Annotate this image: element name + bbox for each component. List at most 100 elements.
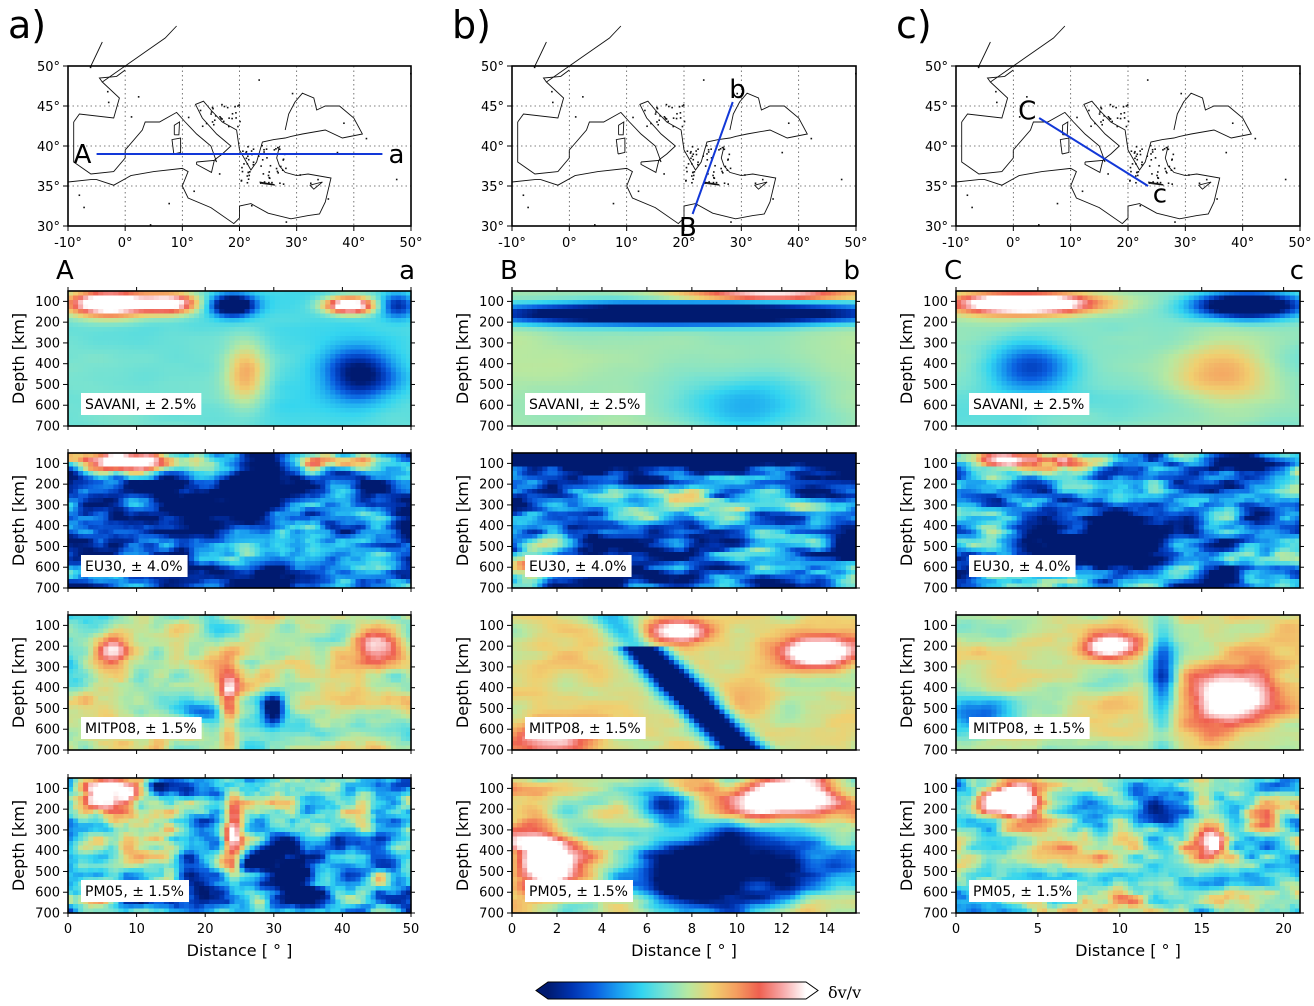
field-cell [128, 390, 135, 396]
field-cell [68, 543, 74, 549]
field-cell [68, 394, 74, 400]
field-cell [163, 417, 170, 423]
field-cell [340, 394, 347, 400]
field-cell [93, 502, 99, 508]
field-cell [143, 372, 150, 378]
field-cell [133, 498, 140, 504]
field-cell [73, 408, 79, 414]
field-cell [340, 291, 347, 297]
field-cell [395, 403, 402, 409]
field-cell [153, 345, 160, 351]
field-cell [325, 511, 331, 517]
field-cell [98, 493, 104, 499]
field-cell [93, 552, 99, 558]
field-cell [173, 493, 180, 499]
field-cell [395, 511, 402, 517]
field-cell [178, 295, 185, 301]
field-cell [158, 340, 165, 346]
field-cell [305, 340, 311, 346]
field-cell [365, 354, 372, 360]
field-cell [148, 538, 155, 544]
field-cell [123, 349, 130, 355]
field-cell [330, 538, 336, 544]
field-cell [269, 570, 276, 576]
field-cell [254, 570, 261, 576]
field-cell [229, 516, 236, 522]
field-cell [405, 619, 411, 625]
field-cell [284, 471, 291, 477]
island [1154, 157, 1157, 159]
field-cell [98, 309, 104, 315]
field-cell [78, 466, 84, 472]
field-cell [138, 390, 145, 396]
field-cell [153, 498, 160, 504]
field-cell [340, 570, 347, 576]
field-cell [194, 381, 200, 387]
field-cell [103, 291, 109, 297]
field-cell [400, 520, 407, 526]
field-cell [259, 421, 266, 426]
field-cell [123, 295, 130, 301]
field-cell [234, 385, 241, 391]
field-cell [315, 403, 321, 409]
island [1125, 105, 1128, 107]
field-cell [284, 291, 291, 297]
island [1151, 151, 1154, 153]
field-cell [315, 313, 321, 319]
field-cell [214, 421, 220, 426]
field-cell [254, 345, 261, 351]
field-cell [345, 349, 352, 355]
field-cell [88, 300, 94, 306]
field-cell [219, 538, 225, 544]
field-cell [320, 408, 326, 414]
field-cell [194, 628, 200, 634]
field-cell [219, 624, 225, 630]
field-cell [254, 475, 261, 481]
field-cell [249, 403, 256, 409]
field-cell [400, 565, 407, 571]
field-cell [305, 480, 311, 486]
field-cell [199, 624, 205, 630]
field-cell [148, 453, 155, 459]
field-cell [335, 543, 341, 549]
field-cell [153, 417, 160, 423]
field-cell [103, 615, 109, 621]
field-cell [249, 574, 256, 580]
field-cell [365, 345, 372, 351]
field-cell [68, 489, 74, 495]
field-cell [254, 390, 261, 396]
field-cell [229, 552, 236, 558]
field-cell [224, 367, 231, 373]
field-cell [128, 376, 135, 382]
field-cell [148, 349, 155, 355]
field-cell [375, 538, 382, 544]
field-cell [360, 484, 367, 490]
field-cell [320, 480, 326, 486]
field-cell [340, 547, 347, 553]
field-cell [284, 516, 291, 522]
field-cell [153, 507, 160, 513]
field-cell [385, 511, 392, 517]
field-cell [224, 484, 231, 490]
field-cell [88, 390, 94, 396]
island [199, 109, 202, 112]
field-cell [239, 403, 246, 409]
field-cell [224, 624, 231, 630]
field-cell [163, 381, 170, 387]
field-cell [320, 453, 326, 459]
field-cell [229, 507, 236, 513]
island [672, 117, 675, 119]
field-cell [395, 376, 402, 382]
field-cell [259, 583, 266, 588]
field-cell [269, 313, 276, 319]
field-cell [93, 579, 99, 585]
field-cell [138, 417, 145, 423]
field-cell [370, 475, 377, 481]
field-cell [345, 547, 352, 553]
field-cell [173, 417, 180, 423]
field-cell [305, 493, 311, 499]
field-cell [284, 349, 291, 355]
field-cell [244, 336, 251, 342]
field-cell [239, 390, 246, 396]
field-cell [189, 529, 195, 535]
